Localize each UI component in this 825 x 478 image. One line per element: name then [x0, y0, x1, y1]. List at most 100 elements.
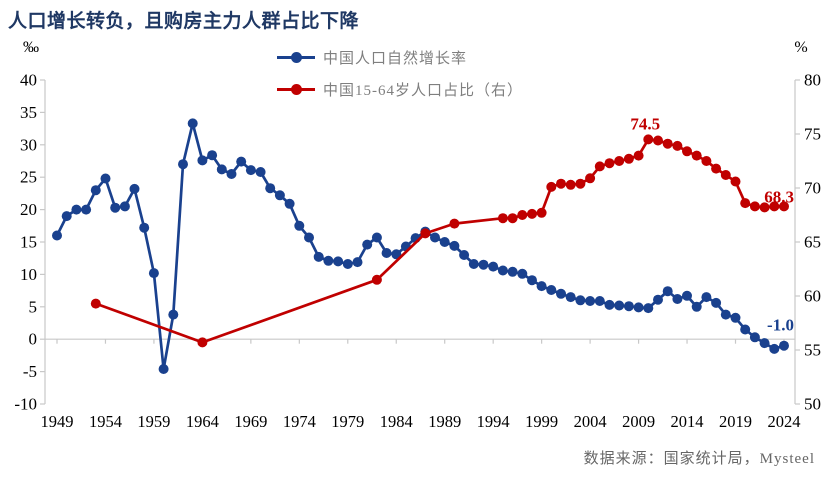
natural-growth-point	[488, 261, 499, 272]
right-axis-tick-label: 50	[804, 395, 821, 414]
natural-growth-point	[265, 183, 276, 194]
chart-title: 人口增长转负，且购房主力人群占比下降	[8, 11, 360, 32]
population-share-point	[90, 298, 101, 309]
natural-growth-point	[352, 257, 363, 268]
right-axis-tick-label: 75	[804, 125, 821, 144]
natural-growth-point	[100, 173, 111, 184]
x-axis-tick-label: 1969	[234, 412, 267, 431]
natural-growth-point	[129, 183, 140, 194]
legend-item-population-share: 中国15-64岁人口占比（右）	[277, 80, 523, 99]
right-axis-tick-label: 70	[804, 179, 821, 198]
x-axis-tick-label: 1999	[525, 412, 558, 431]
left-axis-tick-label: -10	[14, 395, 37, 414]
natural-growth-point	[197, 155, 208, 166]
left-axis-tick-label: 10	[20, 265, 37, 284]
population-share-point	[672, 140, 683, 151]
natural-growth-point	[633, 302, 644, 313]
natural-growth-point	[216, 164, 227, 175]
source-note: 数据来源：国家统计局，Mysteel	[583, 451, 815, 467]
population-share-point	[701, 156, 712, 166]
legend-dot-marker-red	[291, 84, 302, 95]
natural-growth-point	[594, 296, 605, 306]
population-share-point	[653, 135, 663, 146]
population-share-point	[371, 274, 382, 285]
population-share-point	[497, 213, 508, 224]
population-share-point	[565, 179, 576, 190]
natural-growth-point	[158, 364, 169, 374]
population-share-point	[720, 170, 731, 180]
population-share-point	[556, 178, 566, 189]
natural-growth-point	[527, 275, 537, 286]
natural-growth-point	[313, 251, 324, 262]
natural-growth-point	[119, 201, 130, 212]
x-axis-tick-label: 1994	[477, 412, 510, 431]
right-axis-unit-label: %	[794, 39, 807, 56]
natural-growth-point	[575, 295, 586, 306]
left-axis-tick-label: 0	[29, 330, 38, 349]
natural-growth-point	[468, 259, 479, 269]
population-share-point	[197, 337, 208, 348]
right-axis-tick-label: 80	[804, 71, 821, 90]
left-axis-tick-label: 35	[20, 103, 37, 122]
population-share-point	[449, 218, 460, 229]
x-axis-tick-label: 1959	[137, 412, 170, 431]
natural-growth-point	[682, 290, 692, 301]
natural-growth-point	[749, 332, 760, 343]
x-axis-tick-label: 1954	[89, 412, 122, 431]
x-axis-tick-label: 2009	[622, 412, 655, 431]
left-axis-unit-label: ‰	[23, 39, 39, 56]
legend-dot-marker-blue	[291, 52, 302, 63]
natural-growth-point	[168, 309, 179, 320]
natural-growth-point	[381, 248, 392, 258]
natural-growth-point	[478, 259, 489, 270]
natural-growth-point	[284, 198, 295, 209]
x-axis-tick-label: 2004	[574, 412, 607, 431]
natural-growth-point	[178, 159, 188, 170]
legend-label-population-share: 中国15-64岁人口占比（右）	[323, 83, 523, 99]
natural-growth-point	[779, 340, 789, 351]
legend: 中国人口自然增长率 中国15-64岁人口占比（右）	[277, 48, 523, 99]
population-share-point	[740, 198, 751, 209]
natural-growth-point	[274, 190, 285, 201]
natural-growth-point	[236, 156, 247, 167]
natural-growth-point	[81, 204, 92, 215]
population-share-point	[546, 181, 557, 192]
natural-growth-point	[720, 309, 731, 320]
left-axis-tick-label: -5	[23, 362, 37, 381]
population-share-point	[691, 150, 702, 161]
left-axis-tick-label: 30	[20, 135, 37, 154]
natural-growth-point	[565, 292, 576, 303]
population-share-point	[527, 208, 537, 219]
natural-growth-point	[497, 265, 508, 276]
natural-growth-point	[711, 297, 722, 308]
right-axis-tick-label: 65	[804, 233, 821, 252]
natural-growth-point	[371, 232, 382, 243]
natural-growth-point	[769, 343, 780, 354]
natural-growth-point	[556, 288, 566, 299]
natural-growth-point	[255, 167, 266, 177]
natural-growth-point	[52, 230, 62, 241]
natural-growth-point	[148, 268, 159, 279]
population-share-point	[614, 156, 625, 166]
natural-growth-point	[391, 249, 402, 260]
natural-growth-point	[304, 232, 314, 243]
natural-growth-point	[691, 301, 702, 312]
natural-growth-point	[585, 296, 596, 306]
natural-growth-point	[187, 118, 198, 129]
x-axis-tick-label: 1984	[380, 412, 413, 431]
population-share-point	[633, 150, 644, 161]
natural-growth-point	[614, 300, 625, 311]
natural-growth-point	[71, 204, 82, 215]
natural-growth-point	[439, 237, 450, 247]
left-axis-tick-label: 20	[20, 200, 37, 219]
x-axis-tick-label: 1964	[186, 412, 219, 431]
population-share-point	[575, 178, 586, 189]
legend-label-natural-growth: 中国人口自然增长率	[323, 51, 468, 67]
natural-growth-point	[536, 281, 547, 292]
population-share-point	[769, 201, 780, 212]
x-axis-tick-label: 2014	[671, 412, 704, 431]
population-share-point	[730, 176, 741, 187]
natural-growth-point	[672, 294, 683, 304]
